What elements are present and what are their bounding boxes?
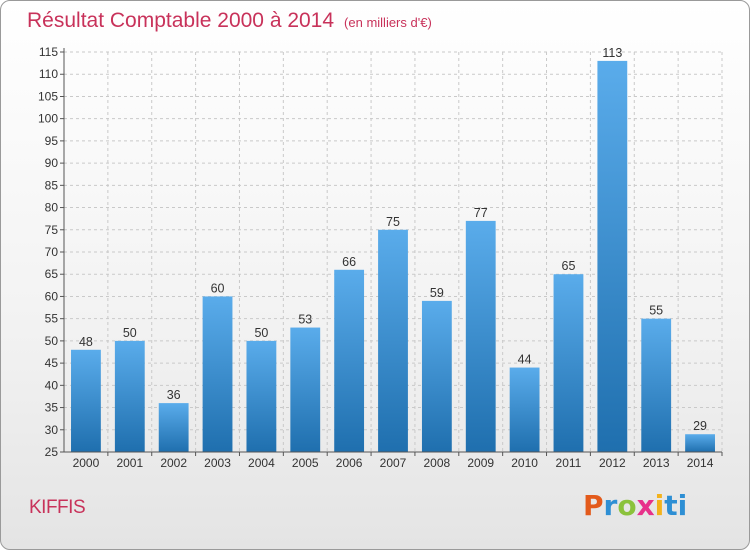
chart-title-text: Résultat Comptable 2000 à 2014 <box>27 9 335 32</box>
bar <box>378 229 408 452</box>
x-tick-label: 2009 <box>467 456 494 470</box>
x-tick-label: 2003 <box>204 456 231 470</box>
y-tick-label: 60 <box>45 289 59 303</box>
y-tick-label: 90 <box>45 156 59 170</box>
y-tick-label: 115 <box>39 45 58 59</box>
y-tick-label: 65 <box>45 267 59 281</box>
bar <box>114 340 145 452</box>
logo-letter: P <box>583 489 604 522</box>
x-tick-label: 2013 <box>643 456 670 470</box>
x-tick-label: 2005 <box>292 456 319 470</box>
data-label: 36 <box>167 388 181 402</box>
commune-name: KIFFIS <box>29 497 86 518</box>
y-tick-label: 55 <box>45 312 59 326</box>
data-label: 60 <box>211 281 225 295</box>
y-tick-label: 100 <box>38 112 58 126</box>
bar <box>509 367 540 452</box>
bar <box>334 269 365 452</box>
data-label: 77 <box>474 206 488 220</box>
x-tick-label: 2001 <box>116 456 143 470</box>
data-label: 53 <box>298 313 312 327</box>
bar <box>685 434 715 452</box>
logo-letter: i <box>654 489 665 522</box>
data-label: 29 <box>693 419 707 433</box>
bar <box>641 318 672 452</box>
y-tick-label: 45 <box>45 356 59 370</box>
bar <box>290 327 321 452</box>
x-tick-label: 2014 <box>687 456 714 470</box>
data-label: 65 <box>562 259 576 273</box>
logo-letter: r <box>603 489 618 522</box>
x-tick-label: 2011 <box>556 456 582 470</box>
x-tick-label: 2012 <box>599 456 626 470</box>
bar <box>71 349 101 452</box>
y-tick-label: 40 <box>45 378 59 392</box>
data-label: 50 <box>254 326 268 340</box>
y-tick-label: 110 <box>39 67 58 81</box>
data-label: 75 <box>386 215 400 229</box>
x-tick-label: 2004 <box>248 456 275 470</box>
data-label: 113 <box>602 46 622 60</box>
data-label: 44 <box>518 353 532 367</box>
bar <box>202 296 233 452</box>
logo-letter: o <box>617 489 637 522</box>
bar <box>246 340 277 452</box>
y-tick-label: 50 <box>45 334 59 348</box>
data-label: 48 <box>79 335 93 349</box>
chart-subtitle: (en milliers d'€) <box>344 15 432 30</box>
x-tick-label: 2010 <box>511 456 538 470</box>
data-label: 59 <box>430 286 444 300</box>
y-axis: 25 30 35 40 45 50 55 60 65 70 75 80 85 90 95 100 105 110 1… <box>38 45 65 459</box>
logo-letter: ti <box>664 489 688 522</box>
x-tick-label: 2000 <box>73 456 100 470</box>
data-label: 66 <box>342 255 356 269</box>
y-tick-label: 30 <box>45 423 59 437</box>
y-tick-label: 25 <box>45 445 59 459</box>
y-tick-label: 80 <box>45 201 59 215</box>
x-tick-label: 2008 <box>424 456 451 470</box>
y-tick-label: 85 <box>45 178 59 192</box>
bar <box>158 403 189 452</box>
y-tick-label: 95 <box>45 134 59 148</box>
x-axis: 2000 2001 2002 2003 2004 2005 2006 2007 2008 2009… <box>64 451 723 470</box>
y-tick-label: 75 <box>45 223 59 237</box>
y-tick-label: 105 <box>38 89 58 103</box>
data-label: 55 <box>649 304 663 318</box>
logo-letter: x <box>636 489 655 522</box>
chart-title: Résultat Comptable 2000 à 2014 (en millie… <box>27 9 432 33</box>
bar <box>553 274 584 452</box>
data-label: 50 <box>123 326 137 340</box>
bar <box>465 220 496 452</box>
x-tick-label: 2002 <box>160 456 187 470</box>
x-tick-label: 2007 <box>380 456 407 470</box>
x-tick-label: 2006 <box>336 456 363 470</box>
proxiti-logo: Proxiti <box>583 489 687 522</box>
bar <box>597 60 628 453</box>
bars: 48 50 36 60 50 53 66 75 59 77 44 65 113 55 29 <box>71 46 715 453</box>
bar <box>421 300 452 452</box>
y-tick-label: 70 <box>45 245 59 259</box>
y-tick-label: 35 <box>45 401 59 415</box>
